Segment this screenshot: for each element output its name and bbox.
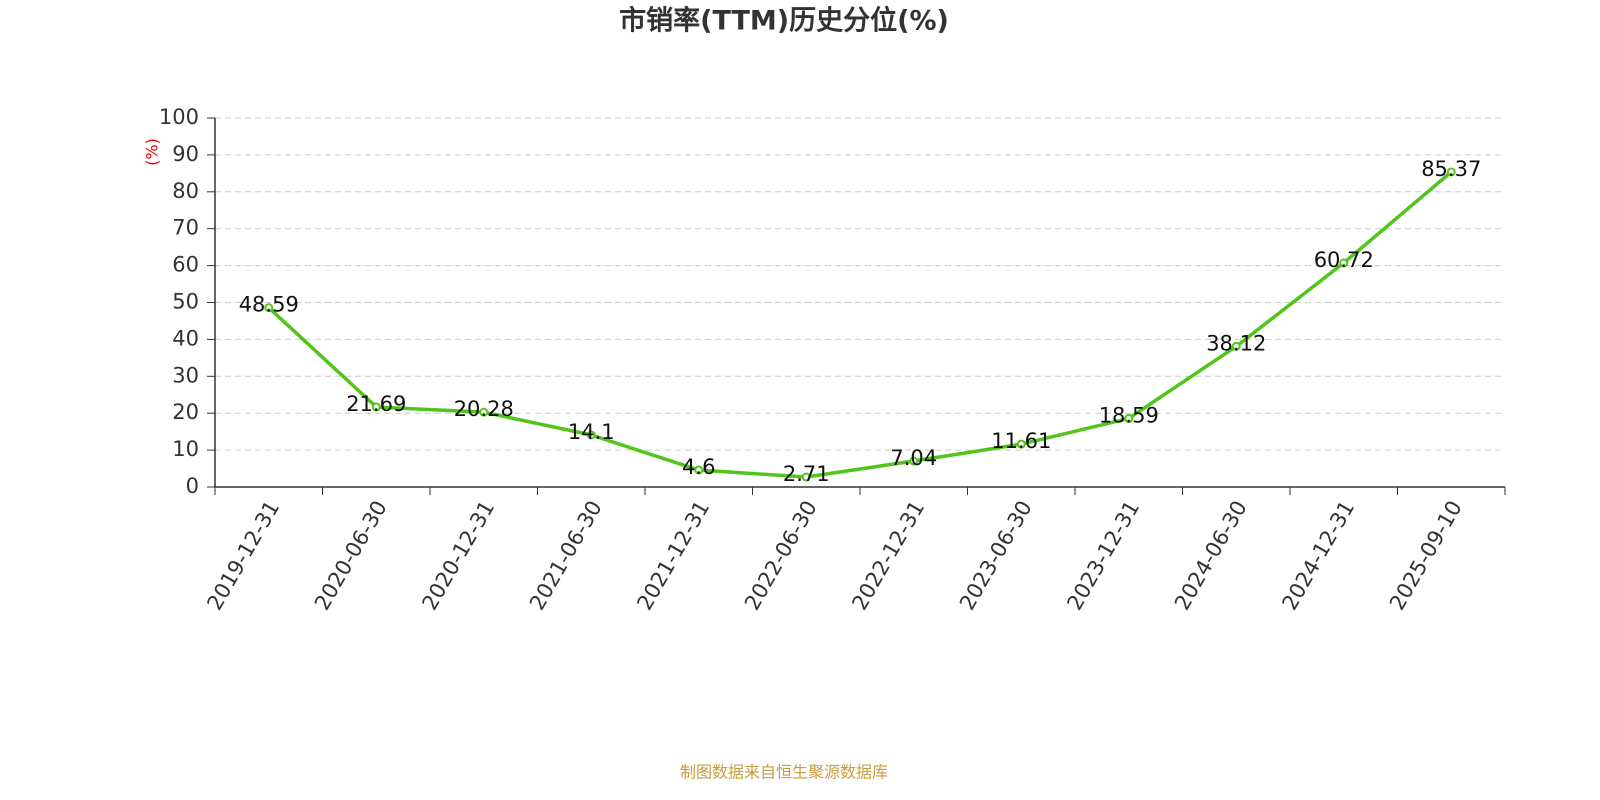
y-axis-label: (%) bbox=[143, 138, 162, 166]
x-tick-label: 2024-06-30 bbox=[1170, 497, 1252, 615]
point-marker bbox=[1231, 341, 1241, 351]
x-tick-label: 2019-12-31 bbox=[202, 497, 284, 615]
point-marker bbox=[694, 465, 704, 475]
point-marker bbox=[1124, 413, 1134, 423]
chart-title: 市销率(TTM)历史分位(%) bbox=[619, 5, 949, 37]
data-label: 60.72 bbox=[1314, 248, 1374, 272]
point-marker bbox=[801, 472, 811, 482]
y-tick-label: 100 bbox=[159, 105, 199, 129]
y-tick-label: 90 bbox=[172, 142, 199, 166]
source-note: 制图数据来自恒生聚源数据库 bbox=[680, 763, 888, 782]
y-tick-label: 80 bbox=[172, 179, 199, 203]
point-marker bbox=[479, 407, 489, 417]
point-marker bbox=[1339, 258, 1349, 268]
data-label: 48.59 bbox=[239, 293, 299, 317]
x-tick-label: 2025-09-10 bbox=[1385, 497, 1467, 615]
x-tick-label: 2022-06-30 bbox=[740, 497, 822, 615]
data-label: 11.61 bbox=[991, 429, 1051, 453]
x-tick-label: 2021-06-30 bbox=[525, 497, 607, 615]
y-tick-label: 0 bbox=[186, 474, 199, 498]
data-label: 85.37 bbox=[1421, 157, 1481, 181]
point-marker bbox=[371, 402, 381, 412]
x-tick-label: 2024-12-31 bbox=[1277, 497, 1359, 615]
series-line bbox=[267, 170, 1453, 479]
data-label: 20.28 bbox=[454, 397, 514, 421]
data-label: 4.6 bbox=[682, 455, 715, 479]
x-tick-label: 2020-12-31 bbox=[417, 497, 499, 615]
x-tick-label: 2023-06-30 bbox=[955, 497, 1037, 615]
y-tick-label: 60 bbox=[172, 253, 199, 277]
point-marker bbox=[1446, 167, 1456, 177]
x-tick-label: 2021-12-31 bbox=[632, 497, 714, 615]
point-marker bbox=[909, 456, 919, 466]
data-label: 18.59 bbox=[1099, 403, 1159, 427]
x-tick-label: 2020-06-30 bbox=[310, 497, 392, 615]
y-tick-label: 30 bbox=[172, 363, 199, 387]
x-tick-label: 2023-12-31 bbox=[1062, 497, 1144, 615]
y-tick-label: 10 bbox=[172, 437, 199, 461]
data-label: 38.12 bbox=[1206, 331, 1266, 355]
point-marker bbox=[586, 430, 596, 440]
x-tick-label: 2022-12-31 bbox=[847, 497, 929, 615]
y-tick-label: 20 bbox=[172, 400, 199, 424]
data-label: 7.04 bbox=[890, 446, 937, 470]
data-label: 21.69 bbox=[346, 392, 406, 416]
y-tick-label: 40 bbox=[172, 326, 199, 350]
point-marker bbox=[264, 303, 274, 313]
data-label: 2.71 bbox=[783, 462, 830, 486]
data-label: 14.1 bbox=[568, 420, 615, 444]
y-tick-label: 50 bbox=[172, 290, 199, 314]
point-marker bbox=[1016, 439, 1026, 449]
y-tick-label: 70 bbox=[172, 216, 199, 240]
